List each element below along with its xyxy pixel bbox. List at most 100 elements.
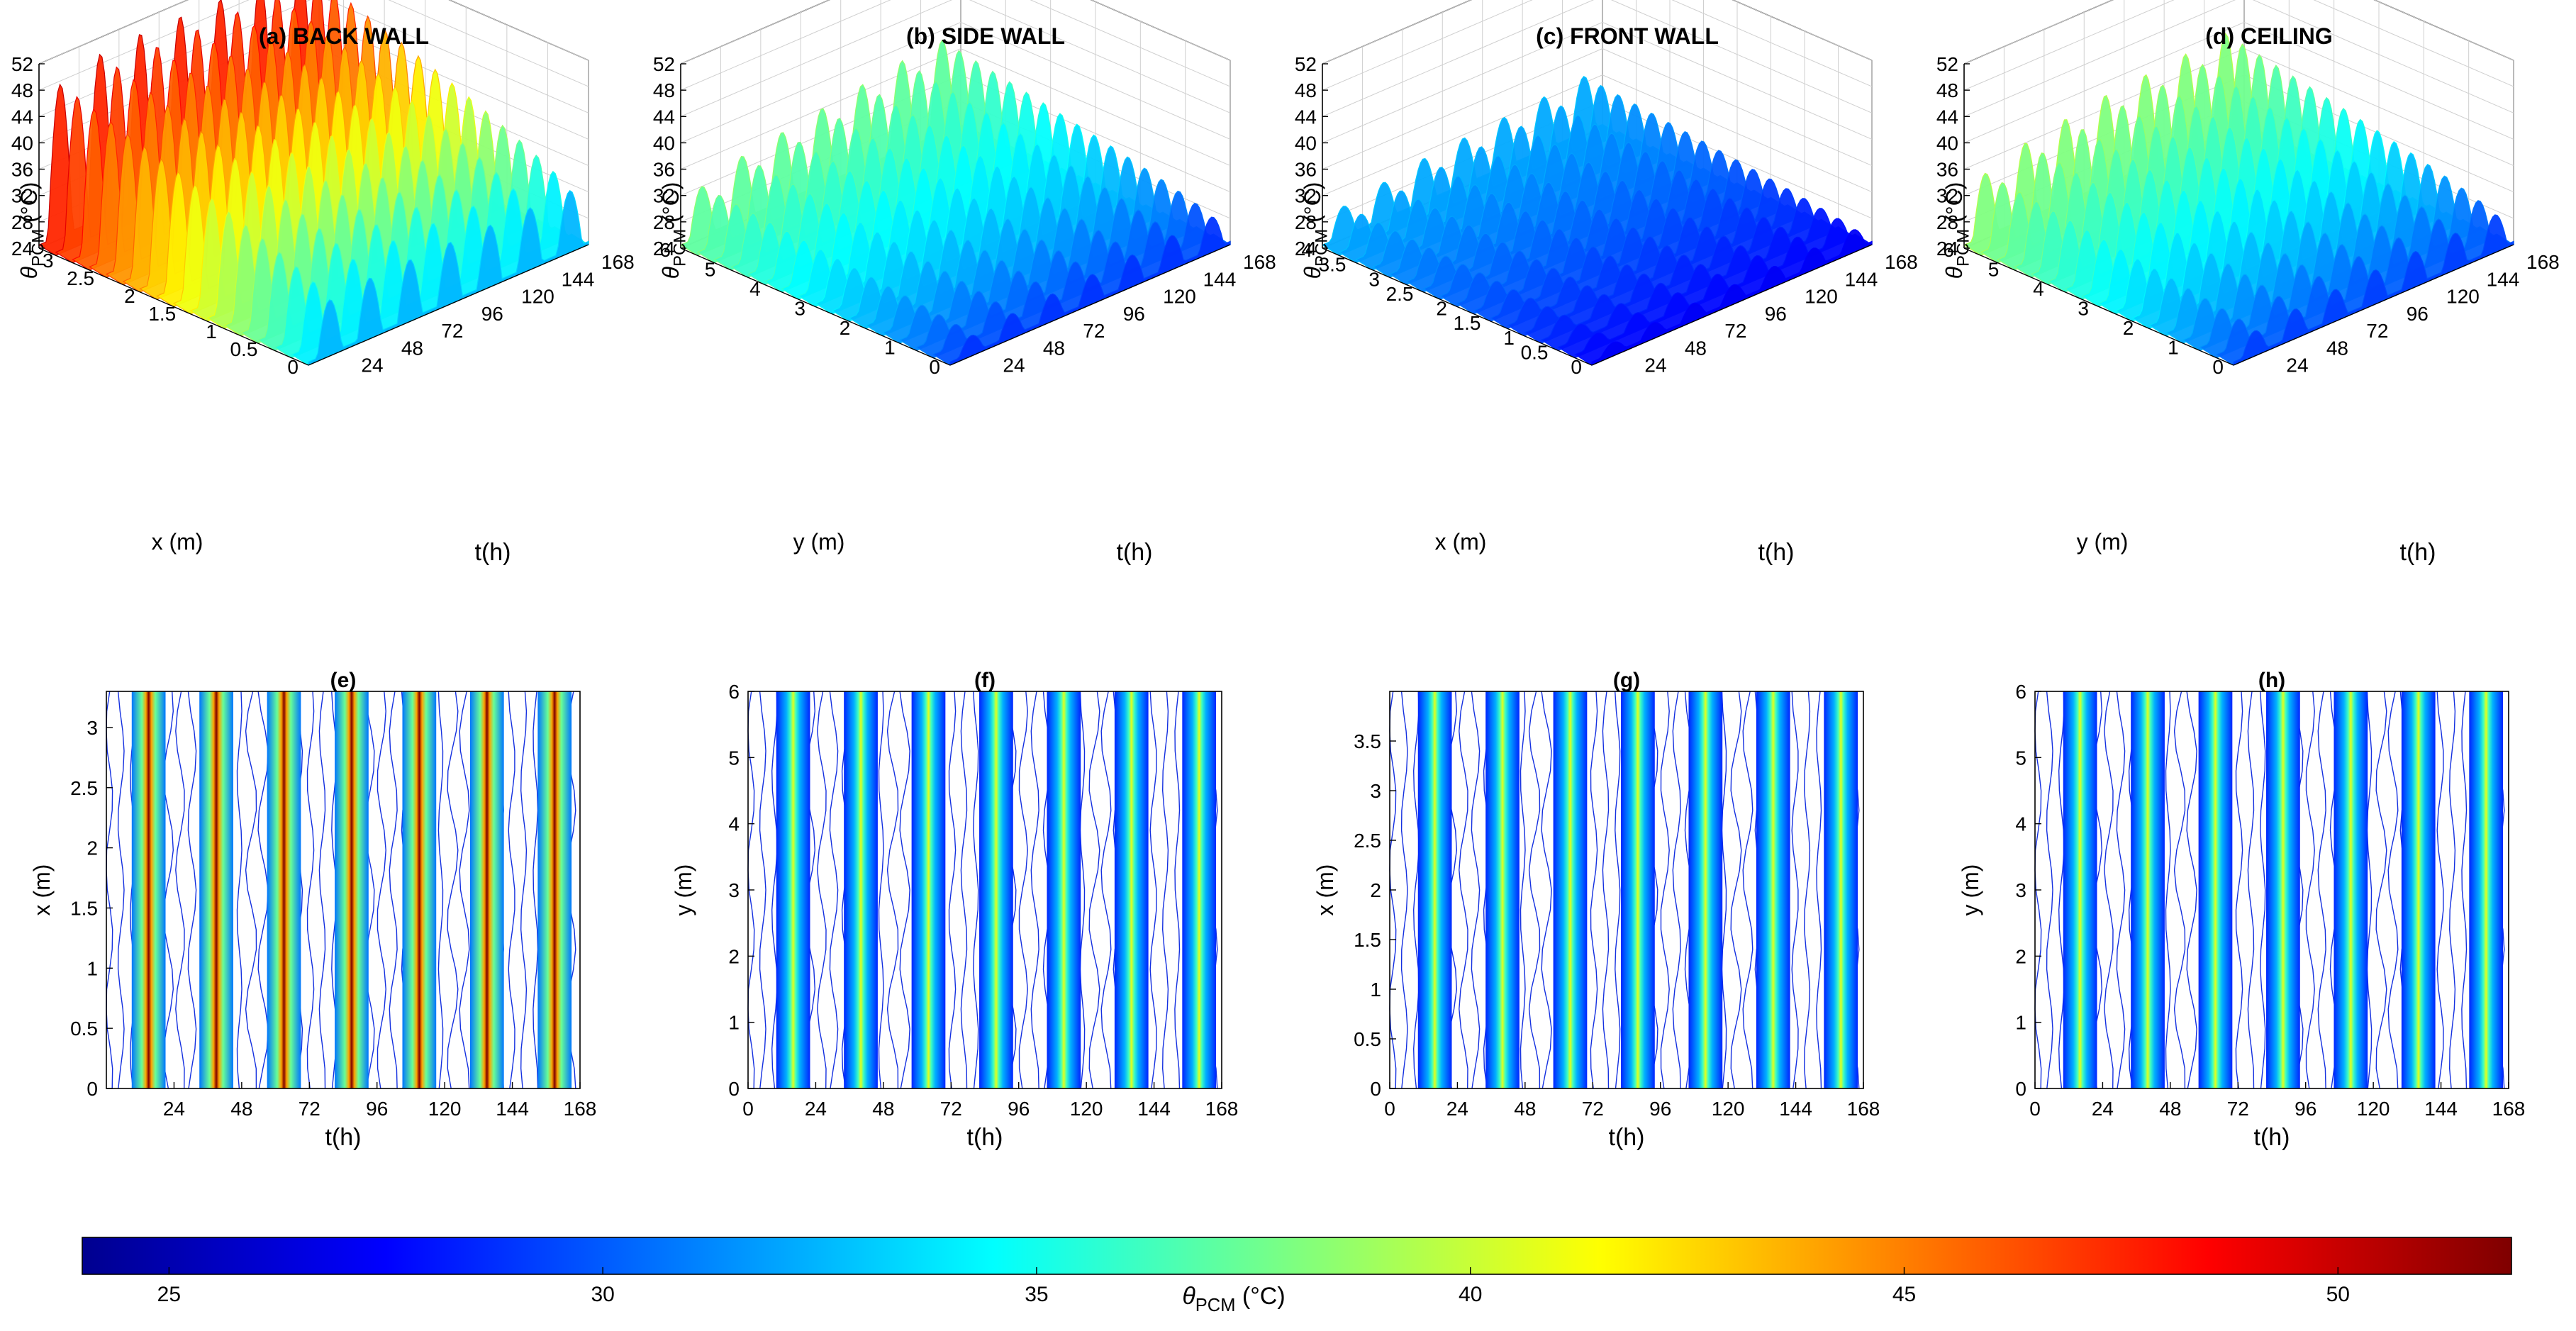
contour-line	[948, 691, 957, 1089]
contour-line	[257, 691, 269, 1089]
y-axis-label: x (m)	[1312, 864, 1338, 916]
contour-line	[294, 691, 303, 1089]
contour-line	[1030, 691, 1039, 1089]
space-tick-label: 5	[1988, 259, 2000, 281]
space-tick-label: 6	[1943, 239, 1954, 261]
t-tick-label: 96	[1123, 303, 1145, 325]
time-axis-label: t(h)	[475, 539, 511, 566]
space-tick-label: 3	[794, 298, 805, 320]
z-tick-label: 48	[11, 79, 33, 101]
contour-line	[1541, 691, 1552, 1089]
t-tick-label: 168	[601, 251, 635, 273]
x-tick-label: 24	[1446, 1098, 1468, 1120]
theta-subscript: PCM	[29, 229, 48, 267]
time-axis-label: t(h)	[1117, 539, 1153, 566]
theta-symbol: θ	[1941, 266, 1967, 279]
theta-subscript: PCM	[1954, 229, 1973, 267]
contour-line	[759, 691, 766, 1089]
contour-line	[1803, 691, 1811, 1089]
space-axis-label: y (m)	[2077, 529, 2129, 555]
y-tick-label: 1	[728, 1012, 740, 1034]
space-tick-label: 3	[43, 250, 54, 272]
space-axis-line	[1322, 247, 1593, 366]
axis-lines	[680, 63, 1231, 366]
x-tick-label: 0	[742, 1098, 754, 1120]
contour-line	[2260, 691, 2266, 1089]
z-tick-label: 36	[653, 159, 675, 181]
z-tick-label: 32	[1295, 185, 1317, 207]
x-tick-label: 24	[2092, 1098, 2114, 1120]
x-axis-label: t(h)	[2254, 1124, 2290, 1151]
contour-line	[2448, 691, 2456, 1089]
time-axis-label: t(h)	[1758, 539, 1795, 566]
t-tick-label: 96	[1765, 303, 1787, 325]
contour-line	[1149, 691, 1157, 1089]
space-tick-label: 0	[1571, 356, 1582, 378]
space-axis-line	[680, 247, 951, 366]
contour-line	[1400, 691, 1408, 1089]
peak-band	[402, 691, 437, 1088]
x-axis-label: t(h)	[967, 1124, 1003, 1151]
contour-line	[1660, 691, 1670, 1089]
z-tick-label: 40	[653, 132, 675, 154]
space-tick-label: 1	[1503, 327, 1515, 349]
z-tick-label: 32	[653, 185, 675, 207]
space-tick-label: 0	[2212, 356, 2224, 378]
theta-unit: (°C)	[1941, 182, 1967, 229]
y-tick-label: 2.5	[1354, 830, 1381, 852]
z-axis-label: θPCM (°C)	[658, 182, 690, 279]
theta-unit: (°C)	[1235, 1283, 1285, 1310]
panel-title: (h)	[2258, 669, 2285, 692]
grid-line	[38, 0, 589, 65]
panel-title: (a) BACK WALL	[259, 23, 429, 49]
x-tick-label: 120	[1712, 1098, 1745, 1120]
x-tick-label: 144	[1137, 1098, 1171, 1120]
t-tick-label: 48	[401, 337, 423, 359]
y-tick-label: 6	[728, 681, 740, 703]
z-tick-label: 28	[653, 211, 675, 233]
contour-line	[306, 691, 315, 1089]
z-tick-label: 28	[1936, 211, 1958, 233]
contour-line	[2366, 691, 2373, 1089]
x-tick-label: 168	[1847, 1098, 1880, 1120]
contour-line	[960, 691, 968, 1089]
peak-band	[1114, 691, 1149, 1088]
z-tick-label: 52	[1936, 53, 1958, 75]
x-tick-label: 0	[1384, 1098, 1395, 1120]
peak-band	[335, 691, 369, 1088]
contour-line	[187, 691, 197, 1089]
panel-title: (e)	[330, 669, 357, 692]
colorbar-tick-label: 40	[1459, 1283, 1482, 1306]
peak-band	[2266, 691, 2300, 1088]
z-tick-label: 24	[1295, 238, 1317, 260]
z-tick-label: 40	[1936, 132, 1958, 154]
contour-line	[1602, 691, 1610, 1089]
t-tick-label: 120	[521, 286, 554, 308]
space-tick-label: 0	[287, 356, 299, 378]
peak-band	[1047, 691, 1081, 1088]
time-axis-line	[2233, 244, 2514, 366]
contour-line	[1791, 691, 1799, 1089]
space-tick-label: 4	[2033, 278, 2044, 300]
x-tick-label: 72	[2227, 1098, 2249, 1120]
contour-line	[1615, 691, 1621, 1089]
colorbar: 25 30 35 40 45 50 θPCM (°C)	[82, 1237, 2512, 1315]
grid-line	[1322, 0, 1873, 91]
time-axis-line	[1591, 244, 1873, 366]
x-tick-label: 72	[940, 1098, 962, 1120]
y-tick-label: 2	[87, 837, 98, 859]
contour-line	[1672, 691, 1681, 1089]
surface-mesh	[679, 39, 1232, 366]
contour-line	[2305, 691, 2315, 1089]
x-tick-label: 48	[1514, 1098, 1536, 1120]
t-tick-label: 120	[2446, 286, 2480, 308]
contour-line	[2116, 691, 2126, 1089]
space-axis-line	[1963, 247, 2234, 366]
x-tick-label: 24	[163, 1098, 185, 1120]
x-tick-label: 120	[2357, 1098, 2390, 1120]
space-tick-label: 2	[1436, 298, 1447, 320]
peak-band	[1182, 691, 1217, 1088]
peak-band	[469, 691, 504, 1088]
y-tick-label: 0	[2015, 1078, 2026, 1100]
contour-line	[2317, 691, 2326, 1089]
